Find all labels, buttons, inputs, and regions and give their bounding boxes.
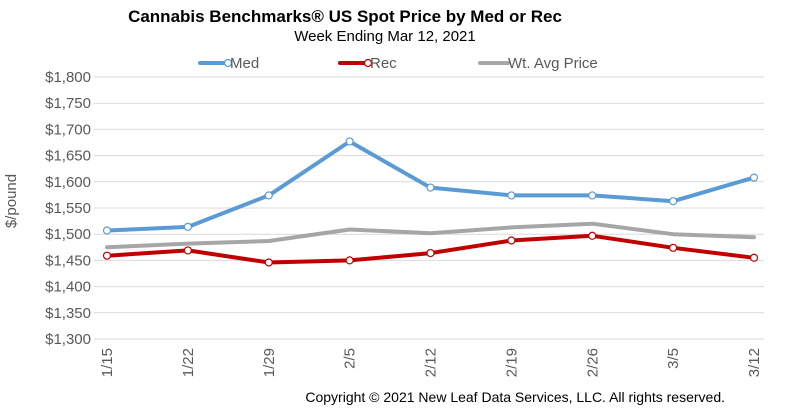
y-tick-label: $1,400 — [45, 279, 91, 296]
data-point-rec — [264, 258, 273, 267]
data-point-rec — [588, 231, 597, 240]
y-tick-label: $1,600 — [45, 174, 91, 191]
plot-area — [102, 137, 759, 267]
chart-title: Cannabis Benchmarks® US Spot Price by Me… — [128, 7, 562, 26]
y-tick-label: $1,500 — [45, 226, 91, 243]
x-tick-label: 2/19 — [503, 348, 520, 377]
data-point-med — [264, 191, 273, 200]
data-point-med — [588, 191, 597, 200]
data-point-rec — [669, 243, 678, 252]
x-tick-label: 2/26 — [584, 348, 601, 377]
data-point-rec — [345, 256, 354, 265]
y-tick-label: $1,800 — [45, 69, 91, 86]
data-point-med — [669, 197, 678, 206]
y-tick-label: $1,350 — [45, 305, 91, 322]
data-point-rec — [507, 236, 516, 245]
x-tick-label: 1/22 — [180, 348, 197, 377]
data-point-rec — [749, 253, 759, 262]
data-point-med — [183, 222, 192, 231]
legend-marker-med — [223, 58, 233, 68]
x-tick-label: 3/5 — [665, 348, 682, 369]
copyright-text: Copyright © 2021 New Leaf Data Services,… — [305, 389, 725, 405]
y-tick-label: $1,300 — [45, 331, 91, 348]
y-tick-label: $1,750 — [45, 95, 91, 112]
data-point-med — [507, 191, 516, 200]
series-line-wt-avg-price — [105, 221, 756, 250]
y-tick-label: $1,700 — [45, 121, 91, 138]
gridlines — [94, 76, 764, 340]
data-point-rec — [102, 251, 112, 260]
x-tick-label: 2/5 — [342, 348, 359, 369]
data-point-med — [345, 137, 354, 146]
legend-label-rec: Rec — [370, 55, 397, 72]
x-tick-label: 3/12 — [746, 348, 763, 377]
legend-label-med: Med — [230, 55, 259, 72]
y-tick-label: $1,650 — [45, 148, 91, 165]
x-tick-label: 1/15 — [99, 348, 116, 377]
y-tick-label: $1,450 — [45, 252, 91, 269]
legend: Med Rec Wt. Avg Price — [198, 55, 598, 72]
y-axis-ticks: $1,300 $1,350 $1,400 $1,450 $1,500 $1,550 $1,6… — [45, 69, 91, 348]
y-axis-label: $/pound — [3, 174, 20, 228]
x-tick-label: 1/29 — [261, 348, 278, 377]
data-point-med — [749, 173, 759, 182]
legend-label-wt-avg-price: Wt. Avg Price — [508, 55, 598, 72]
data-point-rec — [183, 246, 192, 255]
y-tick-label: $1,550 — [45, 200, 91, 217]
x-axis-ticks: 1/15 1/22 1/29 2/5 2/12 2/19 2/26 3/5 3/12 — [99, 348, 763, 377]
chart-subtitle: Week Ending Mar 12, 2021 — [294, 28, 476, 45]
data-point-med — [102, 226, 112, 235]
data-point-rec — [426, 248, 435, 258]
data-point-med — [426, 183, 435, 192]
legend-marker-rec — [363, 58, 373, 68]
x-tick-label: 2/12 — [423, 348, 440, 377]
